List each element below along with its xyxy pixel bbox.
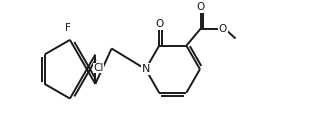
Text: Cl: Cl (93, 63, 104, 73)
Text: F: F (64, 23, 70, 33)
Text: N: N (141, 64, 150, 74)
Text: O: O (155, 19, 163, 29)
Text: O: O (197, 2, 205, 12)
Text: O: O (219, 24, 227, 34)
